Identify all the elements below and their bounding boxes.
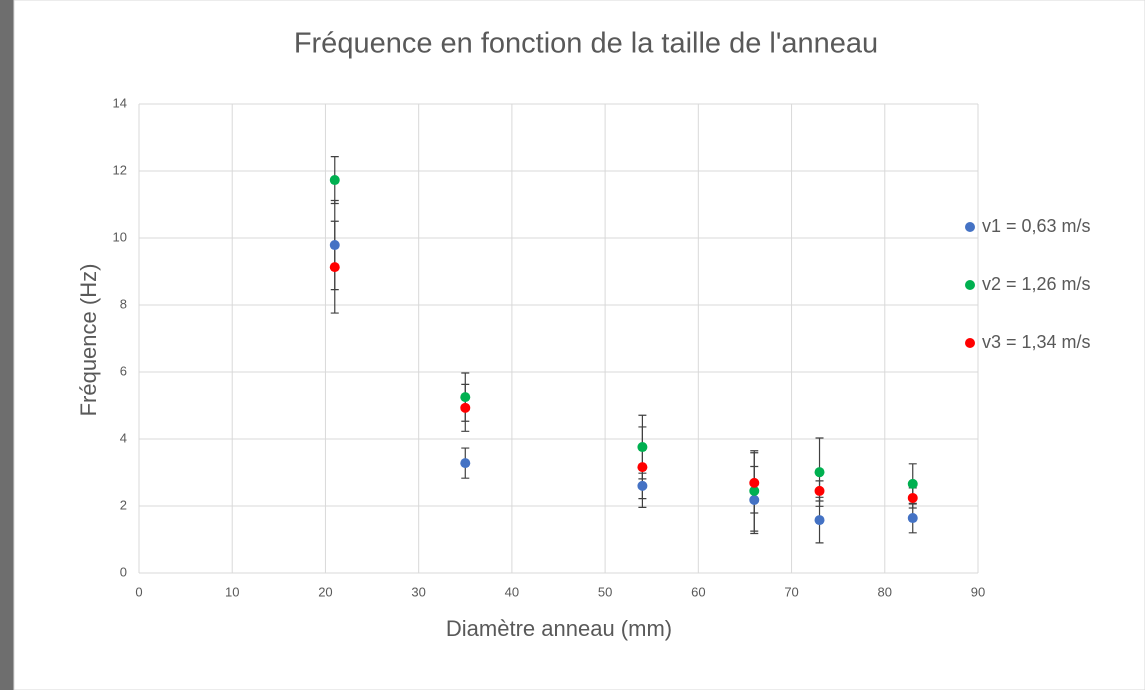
y-tick-label: 10 [113,229,127,244]
x-tick-label: 90 [971,584,985,599]
x-tick-label: 80 [878,584,892,599]
x-tick-label: 50 [598,584,612,599]
point [460,458,471,469]
x-tick-label: 20 [318,584,332,599]
point [329,240,340,251]
x-tick-label: 0 [135,584,142,599]
point [637,462,648,473]
window-edge [0,0,14,690]
point [749,485,760,496]
y-tick-label: 2 [120,497,127,512]
point [329,175,340,186]
legend-marker [965,280,975,290]
point [907,513,918,524]
y-tick-label: 6 [120,363,127,378]
point [814,515,825,526]
y-tick-label: 8 [120,296,127,311]
point [329,262,340,273]
legend-marker [965,338,975,348]
point [749,494,760,505]
point [907,478,918,489]
y-tick-label: 0 [120,564,127,579]
point [637,480,648,491]
x-tick-label: 30 [411,584,425,599]
y-axis-label: Fréquence (Hz) [76,264,101,417]
legend-label: v1 = 0,63 m/s [982,216,1091,236]
legend-label: v2 = 1,26 m/s [982,274,1091,294]
y-tick-label: 12 [113,162,127,177]
point [814,467,825,478]
point [749,477,760,488]
point [907,492,918,503]
legend-marker [965,222,975,232]
y-tick-label: 14 [113,95,127,110]
x-tick-label: 40 [505,584,519,599]
x-tick-label: 60 [691,584,705,599]
x-axis-label: Diamètre anneau (mm) [446,616,672,641]
legend-label: v3 = 1,34 m/s [982,332,1091,352]
y-tick-label: 4 [120,430,127,445]
x-tick-label: 10 [225,584,239,599]
point [460,402,471,413]
point [637,442,648,453]
x-tick-label: 70 [784,584,798,599]
point [814,485,825,496]
chart-title: Fréquence en fonction de la taille de l'… [294,28,878,60]
chart-area [13,0,1145,691]
point [460,392,471,403]
